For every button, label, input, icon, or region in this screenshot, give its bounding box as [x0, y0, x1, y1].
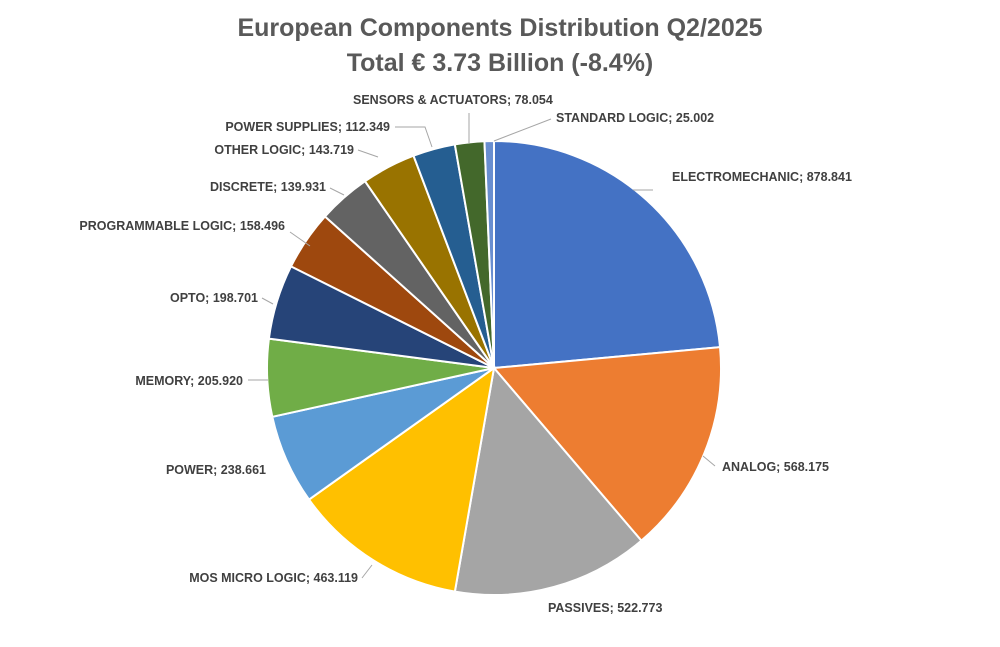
- slice-label-programmable-logic: PROGRAMMABLE LOGIC; 158.496: [79, 219, 285, 233]
- leader-line-power-supplies: [395, 126, 433, 148]
- slice-label-power-supplies: POWER SUPPLIES; 112.349: [225, 120, 390, 134]
- leader-line-programmable-logic: [289, 231, 311, 247]
- slice-label-power: POWER; 238.661: [166, 463, 266, 477]
- chart-subtitle: Total € 3.73 Billion (-8.4%): [347, 49, 654, 77]
- chart-title: European Components Distribution Q2/2025: [237, 14, 762, 42]
- leader-line-discrete: [329, 187, 345, 196]
- slice-label-sensors-actuators: SENSORS & ACTUATORS; 78.054: [353, 93, 553, 107]
- leader-line-mos-micro-logic: [361, 564, 373, 579]
- slice-labels: ELECTROMECHANIC; 878.841 ANALOG; 568.175 P…: [79, 93, 852, 615]
- pie-slice-standard-logic: [483, 139, 495, 369]
- slice-label-memory: MEMORY; 205.920: [135, 374, 243, 388]
- slice-label-other-logic: OTHER LOGIC; 143.719: [214, 143, 354, 157]
- pie-slice-mos-micro-logic: [307, 365, 496, 593]
- leader-lines: [248, 113, 716, 579]
- slice-label-electromechanic: ELECTROMECHANIC; 878.841: [672, 170, 852, 184]
- pie-slices: [266, 139, 722, 596]
- pie-slice-analog: [491, 346, 722, 543]
- slice-label-passives: PASSIVES; 522.773: [548, 601, 662, 615]
- slice-label-mos-micro-logic: MOS MICRO LOGIC; 463.119: [189, 571, 358, 585]
- leader-line-standard-logic: [493, 118, 552, 142]
- pie-slice-passives: [453, 365, 643, 596]
- slice-label-discrete: DISCRETE; 139.931: [210, 180, 326, 194]
- slice-label-standard-logic: STANDARD LOGIC; 25.002: [556, 111, 714, 125]
- pie-slice-electromechanic: [493, 139, 722, 370]
- leader-line-other-logic: [357, 149, 379, 158]
- leader-line-opto: [261, 297, 274, 305]
- slice-label-analog: ANALOG; 568.175: [722, 460, 829, 474]
- slice-label-opto: OPTO; 198.701: [170, 291, 258, 305]
- leader-line-analog: [702, 455, 716, 467]
